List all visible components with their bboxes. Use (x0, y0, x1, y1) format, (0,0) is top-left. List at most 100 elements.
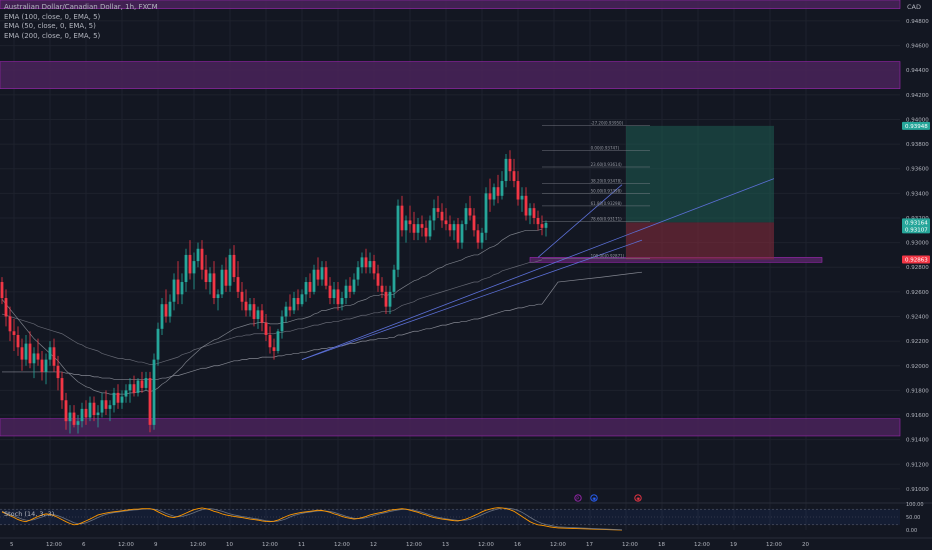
time-tick-label: 16 (514, 542, 521, 548)
event-markers[interactable]: P ◉ ◉ (574, 494, 642, 502)
fib-level-label: 61.80(0.93298) (591, 201, 623, 206)
indicator-ema-50[interactable]: EMA (50, close, 0, EMA, 5) (4, 22, 96, 30)
candle-body (220, 269, 224, 295)
position-stop-zone (626, 222, 774, 260)
candle-body (32, 353, 36, 364)
candle-body (216, 294, 220, 299)
candle-body (292, 298, 296, 311)
time-tick-label: 5 (10, 542, 14, 548)
legend: Australian Dollar/Canadian Dollar, 1h, F… (4, 3, 158, 41)
candle-body (280, 316, 284, 332)
candle-body (184, 254, 188, 283)
candle-body (312, 269, 316, 292)
trend-line (301, 178, 775, 360)
candle-body (120, 396, 124, 403)
candle-body (148, 378, 152, 425)
time-tick-label: 12:00 (766, 542, 782, 548)
candle-body (136, 380, 140, 393)
candle-body (64, 400, 68, 422)
candle-body (80, 408, 84, 422)
stoch-k-line (1, 507, 559, 529)
candle-body (256, 310, 260, 319)
currency-label: CAD (907, 3, 921, 11)
candle-body (460, 224, 464, 243)
price-tick-label: 0.93800 (906, 142, 929, 148)
stochastic-pane: 100.00 50.00 0.00 (0, 502, 932, 534)
candle-body (528, 208, 532, 216)
candle-body (524, 195, 528, 216)
candle-body (504, 158, 508, 182)
price-badge (902, 225, 930, 234)
candle-body (296, 298, 300, 305)
candle-body (124, 390, 128, 397)
candle-body (208, 273, 212, 283)
ema-200-line (2, 303, 542, 380)
candle-body (88, 402, 92, 418)
price-axis[interactable]: 0.94800 0.94600 0.94400 0.94200 0.94000 0.938… (906, 19, 929, 493)
candle-body (304, 282, 308, 295)
candle-body (20, 347, 24, 360)
trend-line (301, 239, 643, 360)
long-position-tool[interactable] (626, 125, 774, 260)
indicator-ema-200[interactable]: EMA (200, close, 0, EMA, 5) (4, 31, 101, 40)
price-tick-label: 0.94000 (906, 117, 929, 123)
time-tick-label: 20 (802, 542, 809, 548)
candle-body (448, 224, 452, 231)
candle-body (108, 405, 112, 409)
candle-body (476, 230, 480, 243)
candle-body (264, 322, 268, 335)
candle-body (400, 205, 404, 231)
stoch-tick-label: 100.00 (906, 502, 924, 508)
candle-body (200, 248, 204, 270)
candle-body (140, 380, 144, 388)
price-tick-label: 0.91600 (906, 413, 929, 419)
candle-body (112, 392, 116, 406)
candle-body (484, 193, 488, 233)
fibonacci-retracement[interactable]: -27.20(0.93950) 0.00(0.93747) 23.60(0.9361… (542, 121, 650, 259)
price-badge-label: 0.93948 (905, 124, 928, 130)
zone-rect (0, 418, 901, 437)
time-axis[interactable]: 5 12:00 6 12:00 9 12:00 10 12:00 11 12:00 12 12:00 1… (0, 537, 932, 548)
candle-body (60, 378, 64, 401)
candle-body (396, 205, 400, 270)
candle-body (376, 273, 380, 286)
trend-lines[interactable] (301, 178, 775, 360)
time-tick-label: 18 (658, 542, 665, 548)
candle-body (144, 378, 148, 388)
candle-body (16, 334, 20, 348)
event-marker (590, 494, 598, 502)
candle-body (408, 220, 412, 225)
candle-body (12, 331, 16, 335)
fib-level-label: 38.20(0.93478) (591, 179, 623, 184)
candle-body (0, 282, 4, 299)
candle-body (96, 412, 100, 416)
candle-body (8, 316, 12, 332)
candle-body (516, 181, 520, 200)
candle-body (348, 285, 352, 292)
candle-body (364, 257, 368, 268)
candle-body (204, 269, 208, 283)
event-marker-glyph: ◉ (636, 497, 640, 502)
time-tick-label: 12:00 (46, 542, 62, 548)
candle-body (332, 289, 336, 299)
candle-body (276, 331, 280, 351)
price-tick-label: 0.92400 (906, 315, 929, 321)
stoch-d-extension (557, 526, 623, 531)
candle-body (468, 208, 472, 216)
time-tick-label: 12:00 (478, 542, 494, 548)
time-tick-label: 6 (82, 542, 86, 548)
candle-body (192, 261, 196, 274)
event-marker-glyph: ◉ (592, 497, 596, 502)
candle-body (164, 304, 168, 317)
stoch-indicator-label[interactable]: Stoch (14, 3, 3) (4, 510, 55, 518)
candle-body (244, 301, 248, 311)
event-marker (634, 494, 642, 502)
candle-body (512, 171, 516, 182)
candle-body (500, 181, 504, 196)
symbol-title[interactable]: Australian Dollar/Canadian Dollar, 1h, F… (4, 3, 158, 11)
indicator-ema-100[interactable]: EMA (100, close, 0, EMA, 5) (4, 12, 101, 21)
price-tick-label: 0.93600 (906, 167, 929, 173)
candle-body (432, 208, 436, 221)
